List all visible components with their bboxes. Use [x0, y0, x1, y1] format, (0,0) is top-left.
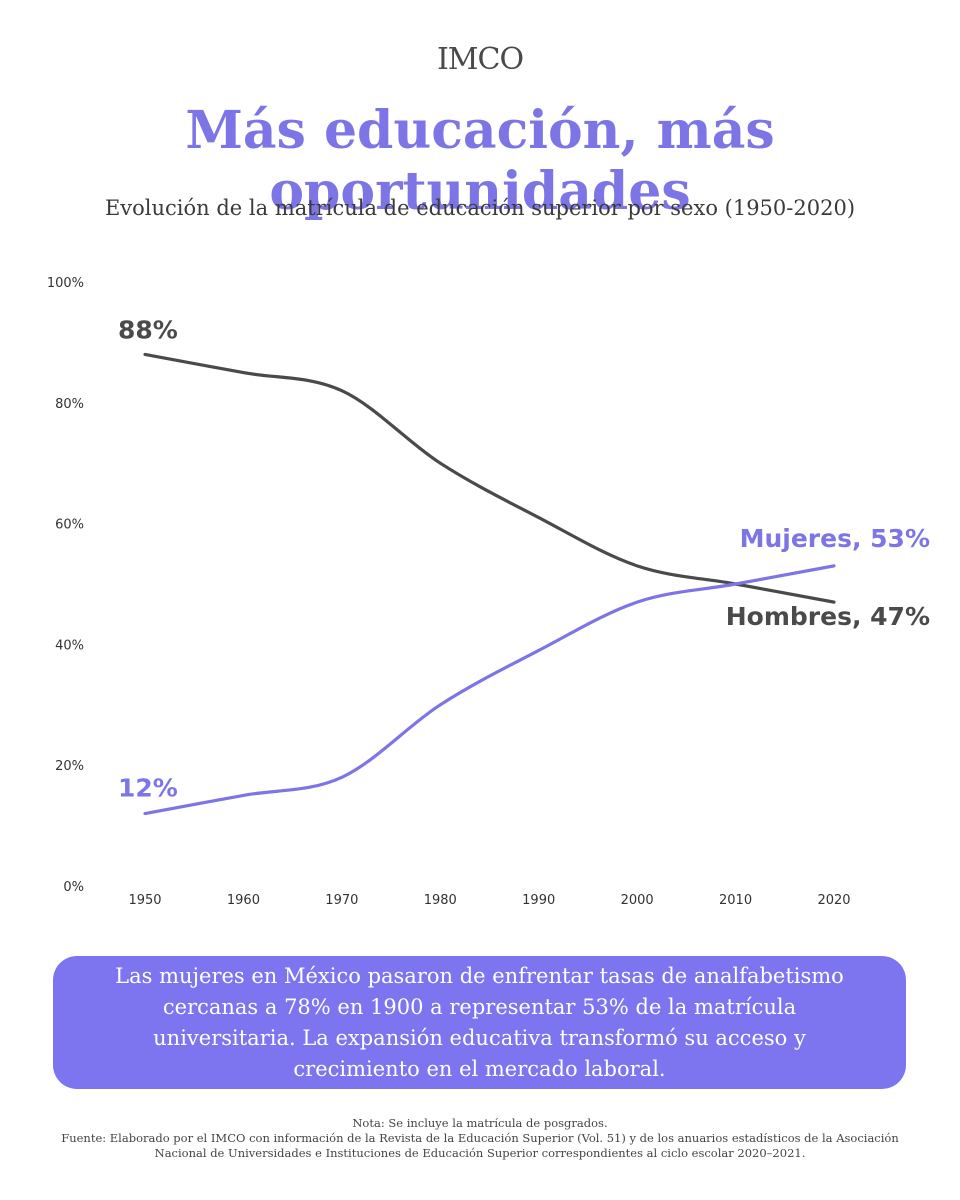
- imco-logo: IMCO: [436, 42, 524, 77]
- series-line-mujeres: [143, 564, 836, 816]
- footer-source-line-2: Nacional de Universidades e Institucione…: [154, 1146, 806, 1160]
- y-tick-label: 100%: [47, 276, 84, 291]
- page-title: Más educación, más oportunidades: [185, 100, 775, 222]
- series-line-hombres: [143, 352, 836, 604]
- y-tick-label: 80%: [55, 397, 84, 412]
- callout-box: Las mujeres en México pasaron de enfrent…: [53, 956, 906, 1089]
- footer-note: Nota: Se incluye la matrícula de posgrad…: [352, 1116, 608, 1130]
- end-label-hombres: Hombres, 47%: [726, 602, 930, 631]
- chart-subtitle: Evolución de la matrícula de educación s…: [104, 196, 856, 220]
- y-tick-label: 0%: [63, 880, 84, 895]
- y-tick-label: 60%: [55, 518, 84, 533]
- x-tick-label: 2020: [817, 893, 850, 908]
- y-tick-label: 40%: [55, 638, 84, 653]
- y-tick-label: 20%: [55, 759, 84, 774]
- x-tick-label: 1980: [424, 893, 457, 908]
- line-chart: 0% 20% 40% 60% 80% 100% 1950 1960 1970 1980 1990 20…: [47, 276, 930, 908]
- x-tick-label: 1990: [522, 893, 555, 908]
- footer-source-line-1: Fuente: Elaborado por el IMCO con inform…: [61, 1131, 899, 1145]
- x-tick-label: 2000: [621, 893, 654, 908]
- start-label-mujeres: 12%: [118, 774, 178, 803]
- x-tick-label: 1960: [227, 893, 260, 908]
- x-tick-label: 1950: [128, 893, 161, 908]
- callout-text: Las mujeres en México pasaron de enfrent…: [115, 963, 844, 1081]
- footer-notes: Nota: Se incluye la matrícula de posgrad…: [0, 1116, 960, 1161]
- x-tick-label: 1970: [325, 893, 358, 908]
- end-label-mujeres: Mujeres, 53%: [740, 524, 930, 553]
- x-tick-label: 2010: [719, 893, 752, 908]
- start-label-hombres: 88%: [118, 315, 178, 344]
